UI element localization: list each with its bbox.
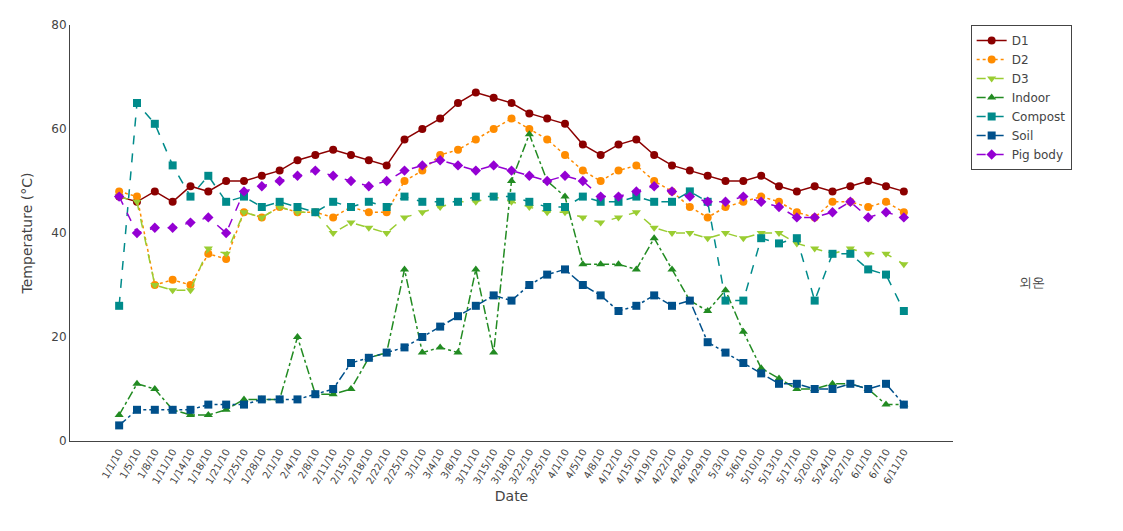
svg-text:1/1/10: 1/1/10 — [100, 447, 126, 480]
svg-text:D3: D3 — [1012, 72, 1029, 86]
svg-text:4/22/10: 4/22/10 — [649, 447, 678, 486]
svg-text:Date: Date — [495, 488, 528, 504]
svg-text:Pig body: Pig body — [1012, 148, 1063, 162]
svg-text:3/15/10: 3/15/10 — [471, 447, 500, 486]
svg-text:0: 0 — [59, 434, 67, 448]
svg-text:Compost: Compost — [1012, 110, 1066, 124]
svg-text:2/15/10: 2/15/10 — [328, 447, 357, 486]
svg-text:3/4/10: 3/4/10 — [421, 447, 447, 480]
svg-text:1/5/10: 1/5/10 — [117, 447, 143, 480]
svg-text:D1: D1 — [1012, 34, 1029, 48]
svg-text:외온: 외온 — [1019, 275, 1045, 290]
svg-text:Soil: Soil — [1012, 129, 1034, 143]
svg-text:5/27/10: 5/27/10 — [828, 447, 857, 486]
svg-text:2/4/10: 2/4/10 — [278, 447, 304, 480]
svg-text:4/8/10: 4/8/10 — [581, 447, 607, 480]
svg-text:Indoor: Indoor — [1012, 91, 1050, 105]
svg-text:2/22/10: 2/22/10 — [364, 447, 393, 486]
svg-text:1/11/10: 1/11/10 — [150, 447, 179, 486]
svg-text:5/13/10: 5/13/10 — [756, 447, 785, 486]
svg-text:5/20/10: 5/20/10 — [792, 447, 821, 486]
svg-text:2/8/10: 2/8/10 — [296, 447, 322, 480]
svg-text:3/1/10: 3/1/10 — [403, 447, 429, 480]
svg-text:1/28/10: 1/28/10 — [239, 447, 268, 486]
svg-text:2/1/10: 2/1/10 — [260, 447, 286, 480]
svg-text:5/17/10: 5/17/10 — [774, 447, 803, 486]
svg-text:1/8/10: 1/8/10 — [135, 447, 161, 480]
svg-text:Temperature (°C): Temperature (°C) — [19, 173, 35, 295]
svg-text:40: 40 — [51, 226, 66, 240]
svg-text:6/1/10: 6/1/10 — [849, 447, 875, 480]
svg-text:1/18/10: 1/18/10 — [186, 447, 215, 486]
svg-text:5/6/10: 5/6/10 — [724, 447, 750, 480]
svg-text:80: 80 — [51, 18, 66, 32]
svg-text:4/12/10: 4/12/10 — [596, 447, 625, 486]
svg-text:4/29/10: 4/29/10 — [685, 447, 714, 486]
svg-text:4/5/10: 4/5/10 — [563, 447, 589, 480]
svg-text:1/25/10: 1/25/10 — [221, 447, 250, 486]
svg-text:3/11/10: 3/11/10 — [453, 447, 482, 486]
svg-text:60: 60 — [51, 122, 66, 136]
svg-text:4/1/10: 4/1/10 — [545, 447, 571, 480]
svg-text:5/3/10: 5/3/10 — [706, 447, 732, 480]
svg-text:2/25/10: 2/25/10 — [382, 447, 411, 486]
svg-text:4/19/10: 4/19/10 — [631, 447, 660, 486]
svg-text:1/14/10: 1/14/10 — [168, 447, 197, 486]
svg-text:3/18/10: 3/18/10 — [489, 447, 518, 486]
svg-text:D2: D2 — [1012, 53, 1029, 67]
svg-text:4/15/10: 4/15/10 — [614, 447, 643, 486]
svg-text:20: 20 — [51, 330, 66, 344]
svg-text:4/26/10: 4/26/10 — [667, 447, 696, 486]
svg-text:6/7/10: 6/7/10 — [866, 447, 892, 480]
svg-text:2/18/10: 2/18/10 — [346, 447, 375, 486]
svg-text:5/24/10: 5/24/10 — [810, 447, 839, 486]
svg-text:6/11/10: 6/11/10 — [881, 447, 910, 486]
svg-text:5/10/10: 5/10/10 — [738, 447, 767, 486]
svg-text:3/25/10: 3/25/10 — [524, 447, 553, 486]
svg-text:3/8/10: 3/8/10 — [438, 447, 464, 480]
svg-text:1/21/10: 1/21/10 — [203, 447, 232, 486]
svg-text:2/11/10: 2/11/10 — [310, 447, 339, 486]
svg-text:3/22/10: 3/22/10 — [507, 447, 536, 486]
